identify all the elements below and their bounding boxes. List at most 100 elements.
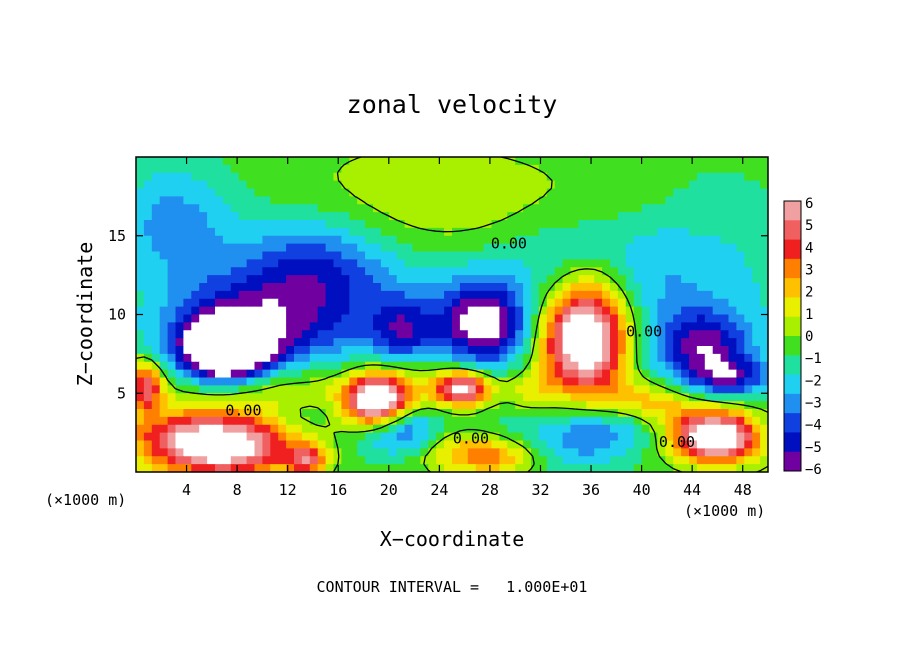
heatmap-cell	[673, 377, 682, 386]
heatmap-cell	[238, 196, 248, 205]
heatmap-cell	[238, 322, 248, 331]
heatmap-cell	[523, 432, 532, 442]
heatmap-cell	[428, 180, 437, 190]
heatmap-cell	[207, 432, 216, 442]
heatmap-cell	[531, 409, 540, 418]
heatmap-cell	[143, 188, 153, 197]
heatmap-cell	[294, 322, 303, 331]
colorbar-label: −4	[805, 418, 822, 434]
contour-label: 0.00	[225, 401, 261, 419]
heatmap-cell	[396, 259, 406, 268]
heatmap-cell	[531, 456, 540, 465]
heatmap-cell	[570, 346, 579, 355]
heatmap-cell	[136, 409, 145, 418]
heatmap-cell	[523, 172, 532, 182]
heatmap-cell	[365, 180, 374, 190]
heatmap-cell	[420, 346, 429, 355]
heatmap-cell	[199, 180, 208, 190]
heatmap-cell	[357, 164, 366, 174]
heatmap-cell	[436, 188, 445, 197]
heatmap-cell	[546, 220, 556, 229]
heatmap-cell	[151, 464, 161, 472]
heatmap-cell	[657, 298, 666, 308]
heatmap-cell	[341, 180, 350, 190]
heatmap-cell	[309, 456, 319, 465]
heatmap-cell	[325, 432, 335, 442]
heatmap-cell	[570, 227, 579, 237]
heatmap-cell	[333, 298, 342, 308]
heatmap-cell	[222, 464, 232, 472]
heatmap-cell	[404, 330, 414, 339]
heatmap-cell	[617, 306, 627, 316]
heatmap-cell	[515, 338, 524, 347]
heatmap-cell	[625, 290, 635, 300]
heatmap-cell	[380, 172, 390, 182]
heatmap-cell	[681, 235, 690, 245]
heatmap-cell	[752, 424, 761, 434]
heatmap-cell	[222, 385, 232, 394]
heatmap-cell	[373, 180, 382, 190]
heatmap-cell	[420, 204, 429, 213]
heatmap-cell	[459, 243, 469, 253]
heatmap-cell	[246, 227, 256, 237]
heatmap-cell	[230, 416, 240, 426]
heatmap-cell	[254, 424, 263, 434]
heatmap-cell	[562, 353, 572, 363]
heatmap-cell	[491, 290, 500, 300]
heatmap-cell	[657, 401, 666, 410]
heatmap-cell	[570, 416, 579, 426]
heatmap-cell	[696, 188, 706, 197]
heatmap-cell	[444, 267, 453, 276]
heatmap-cell	[736, 235, 745, 245]
heatmap-cell	[562, 298, 572, 308]
heatmap-cell	[459, 440, 469, 449]
heatmap-cell	[325, 251, 335, 260]
heatmap-cell	[278, 243, 287, 253]
heatmap-cell	[531, 290, 540, 300]
heatmap-cell	[207, 369, 216, 379]
heatmap-cell	[278, 448, 287, 457]
heatmap-cell	[317, 180, 327, 190]
heatmap-cell	[151, 448, 161, 457]
heatmap-cell	[207, 227, 216, 237]
heatmap-cell	[341, 330, 350, 339]
heatmap-cell	[467, 306, 477, 316]
heatmap-cell	[554, 157, 564, 166]
heatmap-cell	[586, 283, 595, 292]
heatmap-cell	[673, 448, 682, 457]
heatmap-cell	[515, 298, 524, 308]
heatmap-cell	[262, 251, 271, 260]
heatmap-cell	[230, 212, 240, 221]
heatmap-cell	[641, 432, 651, 442]
heatmap-cell	[270, 369, 279, 379]
heatmap-cell	[380, 385, 390, 394]
heatmap-cell	[641, 172, 651, 182]
heatmap-cell	[752, 172, 761, 182]
heatmap-cell	[380, 377, 390, 386]
heatmap-cell	[610, 330, 619, 339]
heatmap-cell	[136, 330, 145, 339]
heatmap-cell	[404, 298, 414, 308]
heatmap-cell	[159, 172, 169, 182]
heatmap-cell	[689, 298, 698, 308]
heatmap-cell	[760, 204, 768, 213]
heatmap-cell	[151, 306, 161, 316]
heatmap-cell	[317, 172, 327, 182]
heatmap-cell	[499, 196, 508, 205]
heatmap-cell	[175, 432, 184, 442]
heatmap-cell	[594, 283, 603, 292]
heatmap-cell	[507, 361, 516, 371]
heatmap-cell	[649, 338, 658, 347]
heatmap-cell	[428, 283, 437, 292]
heatmap-cell	[610, 377, 619, 386]
heatmap-cell	[728, 172, 737, 182]
heatmap-cell	[238, 306, 248, 316]
heatmap-cell	[373, 440, 382, 449]
heatmap-cell	[610, 464, 619, 472]
heatmap-cell	[207, 290, 216, 300]
heatmap-cell	[333, 393, 342, 402]
heatmap-cell	[412, 164, 421, 174]
heatmap-cell	[349, 361, 358, 371]
heatmap-cell	[309, 196, 319, 205]
heatmap-cell	[546, 385, 556, 394]
